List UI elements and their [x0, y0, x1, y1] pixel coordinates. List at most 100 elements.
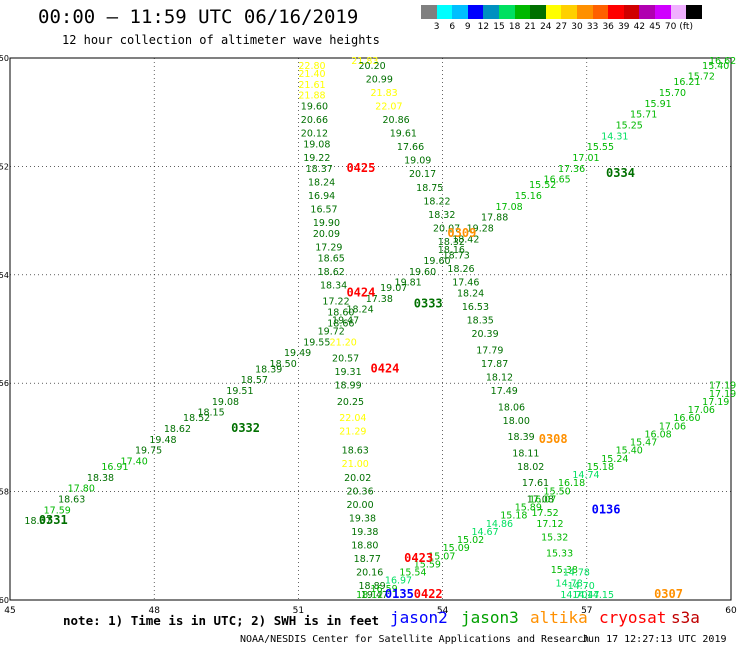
wave-height-value: 21.88	[298, 91, 325, 102]
wave-height-value: 18.52	[183, 413, 210, 424]
wave-height-value: 14.78	[556, 578, 583, 589]
wave-height-value: 15.89	[515, 503, 542, 514]
pass-number-label: 0334	[606, 166, 635, 180]
colorbar-label: 42	[633, 22, 646, 32]
wave-height-value: 17.22	[322, 297, 349, 308]
wave-height-value: 15.40	[616, 446, 643, 457]
wave-samples: 18.3717.5918.6317.8018.3816.9117.4019.75…	[24, 56, 736, 601]
wave-height-value: 18.65	[318, 253, 345, 264]
legend-s3a: s3a	[671, 608, 700, 627]
wave-height-value: 16.21	[673, 77, 700, 88]
units-note: note: 1) Time is in UTC; 2) SWH is in fe…	[63, 613, 380, 628]
wave-height-value: 18.89	[358, 581, 385, 592]
wave-height-value: 21.40	[298, 69, 325, 80]
wave-height-value: 16.97	[385, 576, 412, 587]
wave-height-value: 17.06	[659, 421, 686, 432]
wave-height-value: 17.36	[558, 164, 585, 175]
wave-height-value: 18.12	[486, 372, 513, 383]
wave-height-value: 17.01	[572, 153, 599, 164]
track-0425-0308: 21.8320.2020.9921.8322.0720.8619.6117.66…	[351, 56, 587, 601]
colorbar-label: 3	[433, 22, 440, 32]
colorbar-swatch	[545, 5, 562, 19]
wave-height-value: 17.87	[481, 359, 508, 370]
wave-height-value: 19.60	[423, 256, 450, 267]
colorbar-label: 21	[524, 22, 536, 32]
wave-height-value: 18.22	[423, 196, 450, 207]
wave-height-value: 21.00	[342, 459, 369, 470]
x-tick-label: 60	[725, 606, 737, 616]
wave-height-value: 14.67	[471, 527, 498, 538]
wave-height-value: 16.94	[308, 191, 335, 202]
wave-height-value: 19.47	[361, 590, 388, 601]
wave-height-value: 20.07	[433, 223, 460, 234]
wave-height-value: 18.66	[327, 318, 354, 329]
wave-height-value: 19.81	[395, 278, 422, 289]
wave-height-value: 17.29	[315, 242, 342, 253]
pass-number-label: 0308	[539, 432, 568, 446]
wave-height-value: 18.39	[507, 432, 534, 443]
wave-height-value: 18.26	[447, 264, 474, 275]
pass-number-label: 0309	[447, 226, 476, 240]
wave-height-value: 17.66	[397, 142, 424, 153]
pass-number-label: 0424	[346, 285, 375, 299]
wave-height-value: 18.00	[503, 416, 530, 427]
wave-height-value: 15.38	[551, 565, 578, 576]
wave-height-value: 18.99	[334, 381, 361, 392]
wave-height-value: 19.38	[349, 513, 376, 524]
wave-height-value: 14.78	[563, 568, 590, 579]
wave-height-value: 20.17	[409, 169, 436, 180]
wave-height-value: 19.09	[404, 156, 431, 167]
wave-height-value: 16.60	[673, 413, 700, 424]
page-subtitle: 12 hour collection of altimeter wave hei…	[62, 33, 380, 47]
x-tick-label: 51	[293, 606, 304, 616]
colorbar-swatch	[608, 5, 624, 19]
colorbar-swatch	[670, 5, 687, 19]
wave-height-value: 19.38	[351, 527, 378, 538]
colorbar-swatch	[654, 5, 671, 19]
colorbar-swatch	[467, 5, 484, 19]
wave-height-value: 19.60	[301, 101, 328, 112]
wave-height-value: 15.25	[616, 120, 643, 131]
wave-height-value: 18.24	[457, 288, 484, 299]
wave-height-value: 15.09	[443, 543, 470, 554]
wave-height-value: 20.36	[346, 486, 373, 497]
wave-height-value: 17.19	[709, 381, 736, 392]
wave-height-value: 21.20	[330, 337, 357, 348]
wave-height-value: 16.18	[558, 478, 585, 489]
colorbar-label: 12	[477, 22, 490, 32]
wave-height-value: 18.02	[517, 462, 544, 473]
wave-height-value: 22.80	[298, 61, 325, 72]
colorbar-label: 36	[602, 22, 614, 32]
pass-number-label: 0423	[404, 551, 433, 565]
axis-ticks: 45 48 51 54 57 60 -50 -52 -54 -56 -58 -60	[0, 54, 737, 616]
wave-height-value: 16.59	[371, 584, 398, 595]
wave-height-value: 16.62	[709, 56, 736, 67]
wave-height-value: 15.16	[515, 191, 542, 202]
wave-height-value: 17.88	[481, 213, 508, 224]
wave-height-value: 20.20	[358, 61, 385, 72]
wave-height-value: 17.06	[688, 405, 715, 416]
wave-height-value: 18.62	[318, 267, 345, 278]
wave-height-value: 22.07	[375, 101, 402, 112]
wave-height-value: 21.29	[339, 427, 366, 438]
wave-height-value: 15.55	[587, 142, 614, 153]
colorbar-labels: 3 6 9 12 15 18 21 24 27 30 33 36 39 42 45 70 (ft)	[421, 22, 735, 34]
wave-height-value: 16.57	[310, 204, 337, 215]
wave-height-value: 15.18	[587, 462, 614, 473]
colorbar-swatch	[530, 5, 546, 19]
wave-height-value: 18.32	[428, 210, 455, 221]
wave-height-value: 18.42	[452, 234, 479, 245]
wave-height-value: 15.54	[399, 568, 426, 579]
wave-height-value: 20.86	[383, 115, 410, 126]
y-tick-label: -56	[0, 379, 9, 388]
wave-height-value: 18.12	[356, 590, 383, 601]
colorbar-label: 24	[540, 22, 552, 32]
colorbar-label: (ft)	[679, 22, 693, 32]
wave-height-value: 19.60	[409, 267, 436, 278]
colorbar-swatch	[623, 5, 640, 19]
wave-height-value: 18.75	[416, 183, 443, 194]
wave-height-value: 15.71	[630, 110, 657, 121]
wave-height-value: 18.06	[498, 402, 525, 413]
wave-height-value: 19.49	[284, 348, 311, 359]
